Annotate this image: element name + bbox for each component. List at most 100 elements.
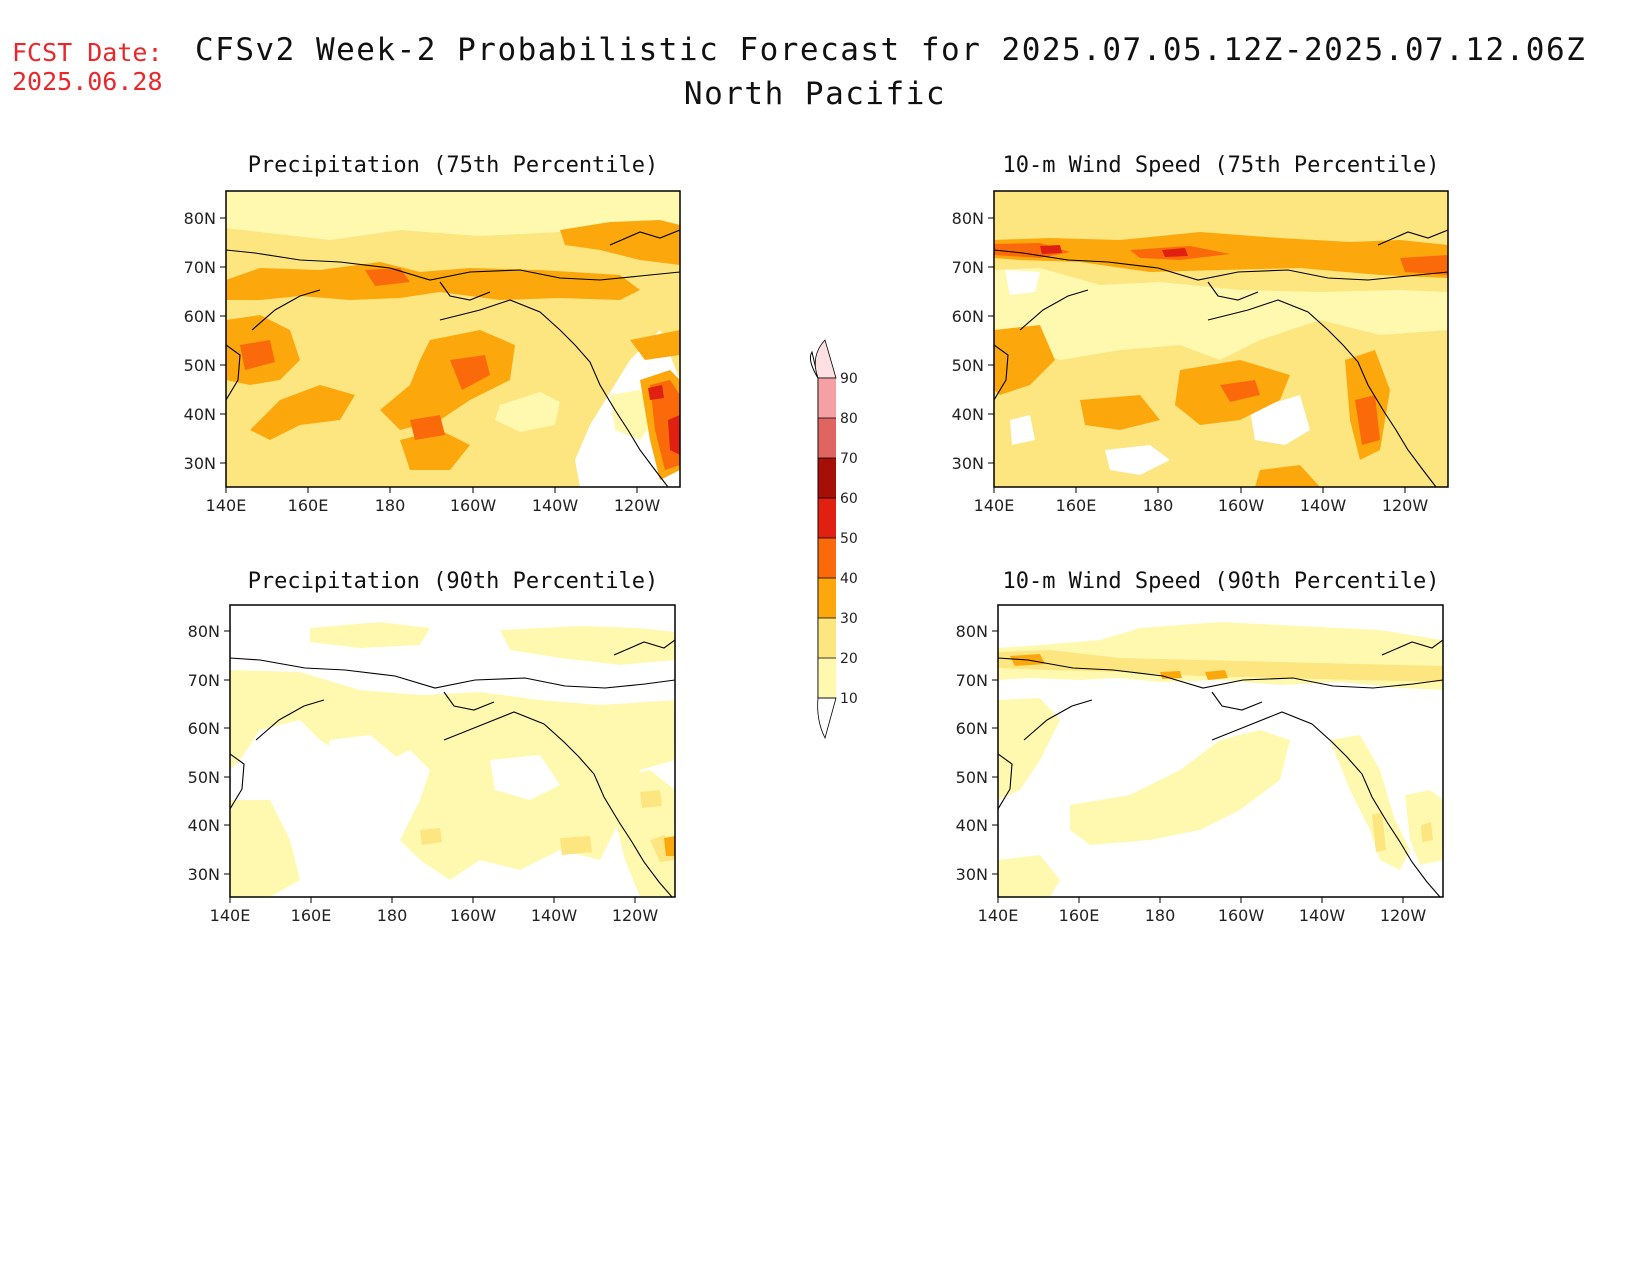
colorbar-swatch-80-90 — [818, 378, 836, 418]
lon-label: 160W — [450, 496, 497, 515]
field-low — [1140, 780, 1220, 810]
colorbar-swatch-70-80 — [818, 418, 836, 458]
lon-label: 140W — [1299, 906, 1346, 925]
field-mid — [380, 330, 515, 430]
field-low — [998, 698, 1060, 800]
wind-90-field — [998, 605, 1443, 897]
lat-axis: 80N 70N 60N 50N 40N 30N — [184, 209, 226, 473]
colorbar-label-50: 50 — [840, 531, 858, 547]
precip-75-field — [226, 191, 680, 487]
field-mid-low — [1372, 812, 1386, 852]
lat-label: 70N — [184, 258, 216, 277]
lon-label: 120W — [1382, 496, 1429, 515]
field-none — [1005, 270, 1040, 295]
lon-label: 140W — [1300, 496, 1347, 515]
field-mid-low — [420, 828, 442, 845]
map-frame — [229, 604, 676, 898]
field-mid — [630, 330, 680, 360]
lat-label: 70N — [188, 671, 220, 690]
lat-label: 70N — [952, 258, 984, 277]
colorbar-label-90: 90 — [840, 371, 858, 387]
panel-title-wind-75: 10-m Wind Speed (75th Percentile) — [1002, 153, 1439, 178]
lon-label: 160E — [288, 496, 329, 515]
colorbar-swatch-10-20 — [818, 658, 836, 698]
panel-precip-75: Precipitation (75th Percentile) — [184, 153, 681, 515]
field-mid — [226, 262, 640, 300]
field-mid — [994, 325, 1055, 395]
colorbar-swatch-60-70 — [818, 458, 836, 498]
panel-title-precip-90: Precipitation (90th Percentile) — [248, 569, 659, 594]
field-mid-low — [560, 836, 592, 855]
lon-label: 140W — [532, 496, 579, 515]
field-high — [365, 268, 410, 286]
lat-axis: 80N 70N 60N 50N 40N 30N — [188, 622, 230, 884]
lon-label: 140E — [206, 496, 247, 515]
field-low — [500, 626, 675, 665]
colorbar-label-70: 70 — [840, 451, 858, 467]
lat-label: 30N — [956, 865, 988, 884]
field-high — [410, 415, 445, 440]
lat-label: 40N — [184, 405, 216, 424]
field-high — [450, 355, 490, 390]
lat-label: 80N — [952, 209, 984, 228]
colorbar-cap-bottom — [817, 697, 837, 740]
forecast-date-label: FCST Date: — [12, 38, 163, 67]
precip-90-field — [230, 605, 675, 897]
field-low — [230, 800, 300, 897]
lat-label: 60N — [188, 719, 220, 738]
lon-label: 160E — [1059, 906, 1100, 925]
lat-label: 30N — [952, 454, 984, 473]
field-low — [994, 268, 1448, 360]
lon-label: 160E — [291, 906, 332, 925]
lat-axis: 80N 70N 60N 50N 40N 30N — [956, 622, 998, 884]
field-high — [1400, 255, 1448, 275]
field-low — [230, 670, 675, 880]
field-mid — [664, 836, 675, 856]
field-very-high — [668, 415, 680, 455]
coastline — [998, 639, 1443, 897]
field-mid-low — [998, 650, 1443, 682]
lat-axis: 80N 70N 60N 50N 40N 30N — [952, 209, 994, 473]
lon-axis: 140E 160E 180 160W 140W 120W — [978, 897, 1426, 925]
field-very-high — [1162, 248, 1188, 257]
panel-title-wind-90: 10-m Wind Speed (90th Percentile) — [1002, 569, 1439, 594]
lon-label: 120W — [612, 906, 659, 925]
field-high — [240, 340, 275, 370]
lon-label: 180 — [1145, 906, 1176, 925]
colorbar-swatch-30-40 — [818, 578, 836, 618]
lat-label: 50N — [188, 768, 220, 787]
colorbar-swatch-20-30 — [818, 618, 836, 658]
field-mid — [1205, 670, 1228, 680]
map-frame — [997, 604, 1444, 898]
lat-label: 60N — [184, 307, 216, 326]
wind-75-field — [994, 191, 1448, 487]
lat-label: 30N — [184, 454, 216, 473]
panel-precip-90: Precipitation (90th Percentile) 80 — [188, 569, 676, 925]
field-mid-low — [1421, 822, 1433, 842]
lon-label: 140E — [978, 906, 1019, 925]
lat-label: 40N — [956, 816, 988, 835]
lon-label: 140E — [210, 906, 251, 925]
colorbar-arrow-top — [810, 350, 819, 702]
field-none — [490, 755, 560, 800]
region-subtitle: North Pacific — [683, 76, 947, 112]
lon-axis: 140E 160E 180 160W 140W 120W — [206, 487, 661, 515]
field-none — [325, 735, 400, 790]
lon-label: 180 — [377, 906, 408, 925]
lat-label: 60N — [956, 719, 988, 738]
lat-label: 80N — [188, 622, 220, 641]
colorbar-label-30: 30 — [840, 611, 858, 627]
lon-label: 160E — [1056, 496, 1097, 515]
lon-label: 140W — [531, 906, 578, 925]
field-mid — [250, 385, 355, 440]
lat-label: 50N — [184, 356, 216, 375]
field-very-high — [648, 385, 664, 400]
colorbar-ticks — [818, 377, 836, 699]
field-low — [226, 191, 680, 240]
lon-label: 180 — [375, 496, 406, 515]
lon-label: 160W — [1218, 906, 1265, 925]
colorbar-swatch-50-60 — [818, 498, 836, 538]
colorbar-label-10: 10 — [840, 691, 858, 707]
field-low — [310, 622, 430, 648]
lon-label: 120W — [614, 496, 661, 515]
